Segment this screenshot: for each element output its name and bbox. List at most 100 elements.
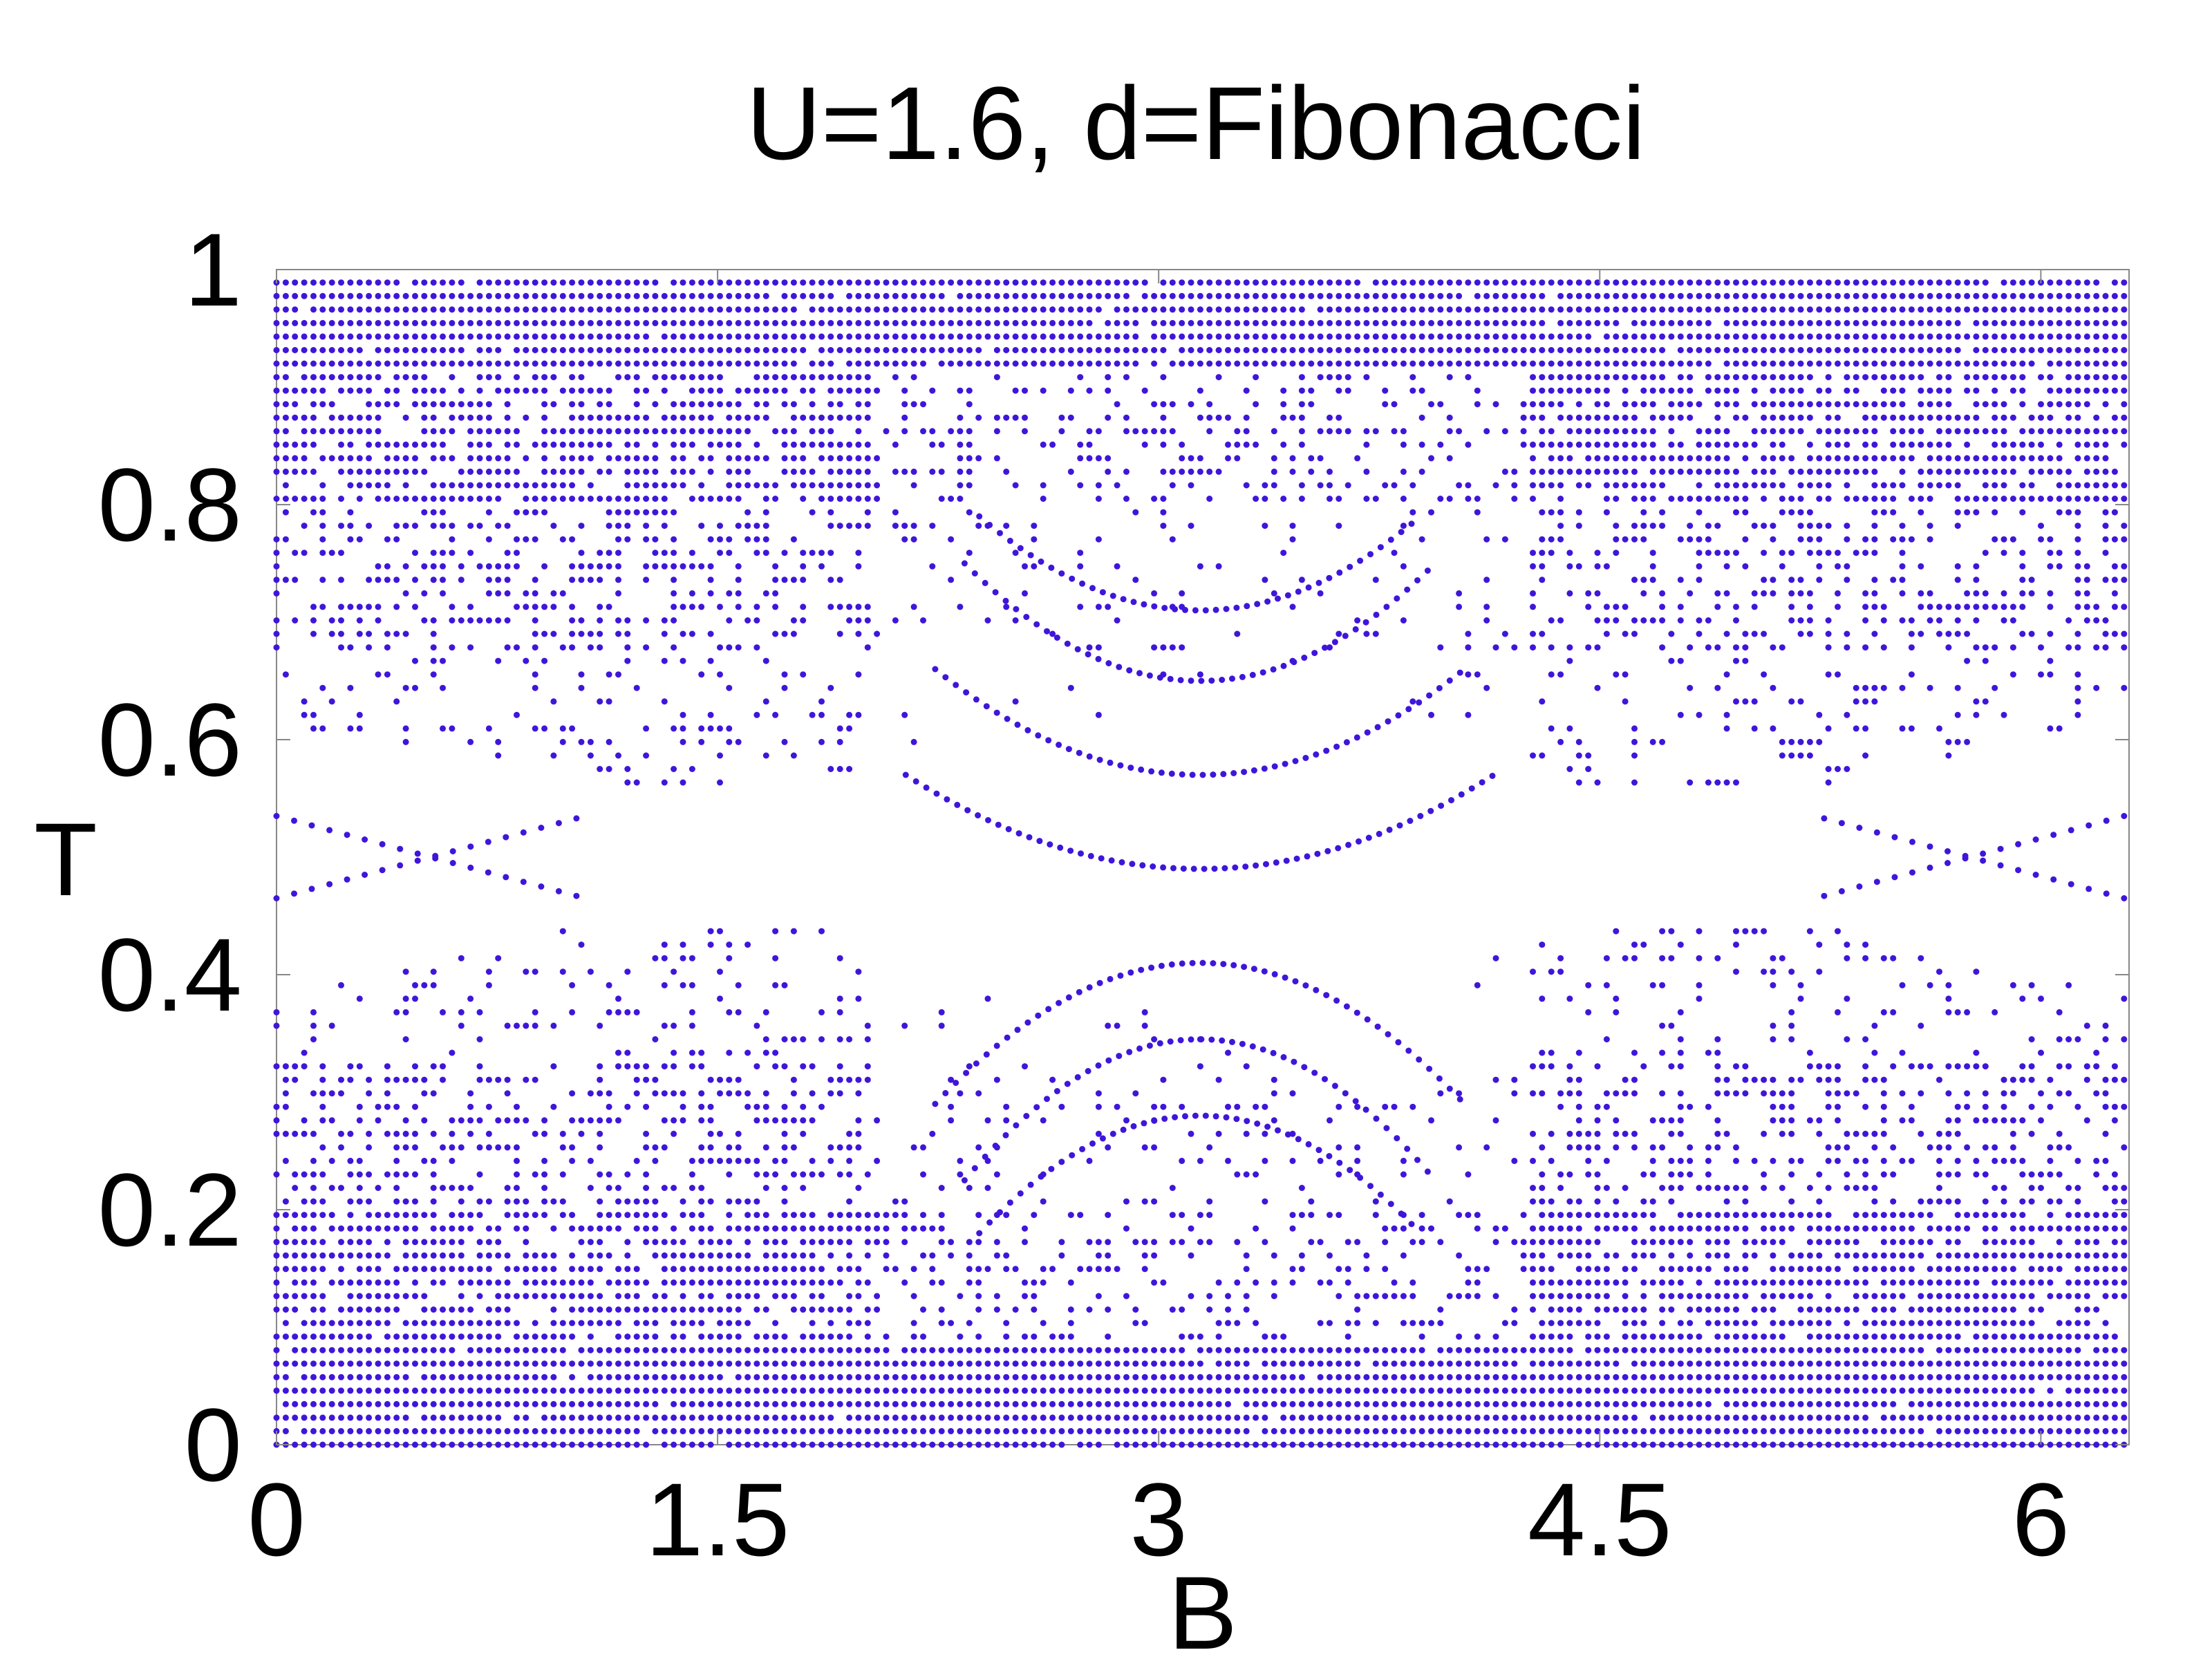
data-point (328, 1360, 335, 1367)
data-point (1206, 1144, 1213, 1151)
data-point (578, 1427, 585, 1434)
data-point (929, 1441, 936, 1448)
data-point (1575, 1427, 1582, 1434)
data-point (1095, 1427, 1102, 1434)
data-point (1335, 1400, 1342, 1407)
data-point (1585, 1144, 1592, 1151)
data-point (1289, 1266, 1296, 1273)
data-point (1317, 1441, 1324, 1448)
data-point (1603, 1360, 1610, 1367)
data-point (781, 1117, 788, 1124)
data-point (698, 1117, 705, 1124)
data-point (1253, 374, 1259, 381)
data-point (688, 387, 695, 394)
data-point (301, 1171, 308, 1178)
data-point (717, 550, 723, 556)
data-point (421, 306, 428, 313)
data-point (688, 1157, 695, 1164)
data-point (827, 319, 834, 326)
data-point (606, 766, 612, 772)
data-point (440, 1144, 446, 1151)
data-point (430, 1427, 437, 1434)
data-point (643, 1400, 650, 1407)
data-point (319, 1414, 326, 1421)
data-point (523, 1266, 529, 1273)
data-point (301, 711, 308, 718)
data-point (485, 1144, 492, 1151)
data-point (864, 1076, 871, 1083)
data-point (292, 1333, 299, 1340)
data-point (1344, 1441, 1351, 1448)
data-point (744, 509, 751, 516)
data-point (1391, 1441, 1398, 1448)
data-point (310, 1022, 317, 1029)
data-point (781, 333, 788, 340)
data-point (559, 644, 566, 651)
data-point (347, 603, 354, 610)
data-point (1169, 1387, 1176, 1394)
data-point (1049, 1441, 1056, 1448)
data-point (975, 333, 982, 340)
data-point (1179, 1387, 1185, 1394)
data-point (328, 1347, 335, 1353)
data-point (707, 657, 714, 664)
data-point (476, 1063, 483, 1070)
data-point (643, 577, 650, 583)
data-point (1234, 1360, 1241, 1367)
data-point (1327, 1347, 1333, 1353)
data-point (1012, 333, 1019, 340)
data-point (347, 684, 354, 691)
data-point (1308, 347, 1315, 353)
data-point (338, 1144, 344, 1151)
data-point (1382, 1347, 1389, 1353)
data-point (1474, 292, 1481, 299)
data-point (1418, 468, 1425, 475)
data-point (1067, 1347, 1074, 1353)
data-point (836, 1009, 843, 1015)
data-point (532, 292, 538, 299)
data-point (1169, 1360, 1176, 1367)
data-point (393, 306, 400, 313)
data-point (1225, 414, 1231, 421)
data-point (790, 401, 797, 408)
data-point (1179, 1157, 1185, 1164)
data-point (1067, 1414, 1074, 1421)
data-point (726, 1239, 733, 1246)
data-point (1557, 1360, 1564, 1367)
data-point (966, 360, 973, 367)
data-point (707, 306, 714, 313)
data-point (550, 752, 557, 759)
data-point (707, 414, 714, 421)
data-point (1206, 1293, 1213, 1300)
data-point (1446, 1414, 1453, 1421)
data-point (1539, 1320, 1546, 1327)
data-point (975, 347, 982, 353)
data-point (273, 428, 280, 435)
data-point (1040, 279, 1047, 286)
data-point (1409, 333, 1416, 340)
data-point (449, 1144, 456, 1151)
data-point (1456, 279, 1463, 286)
data-point (698, 1279, 705, 1286)
data-point (1105, 1360, 1112, 1367)
data-point (910, 1266, 917, 1273)
data-point (726, 1400, 733, 1407)
data-point (1492, 1076, 1499, 1083)
data-point (458, 1387, 465, 1394)
data-point (1049, 1414, 1056, 1421)
data-point (587, 1157, 594, 1164)
data-point (1298, 428, 1305, 435)
data-point (449, 319, 456, 326)
data-point (1086, 1427, 1093, 1434)
data-point (957, 1171, 964, 1178)
data-point (643, 319, 650, 326)
data-point (606, 1427, 612, 1434)
data-point (643, 644, 650, 651)
data-point (559, 1279, 566, 1286)
data-point (1105, 603, 1112, 610)
data-point (319, 603, 326, 610)
data-point (1557, 1252, 1564, 1259)
data-point (356, 1427, 363, 1434)
data-point (301, 1266, 308, 1273)
data-point (827, 387, 834, 394)
